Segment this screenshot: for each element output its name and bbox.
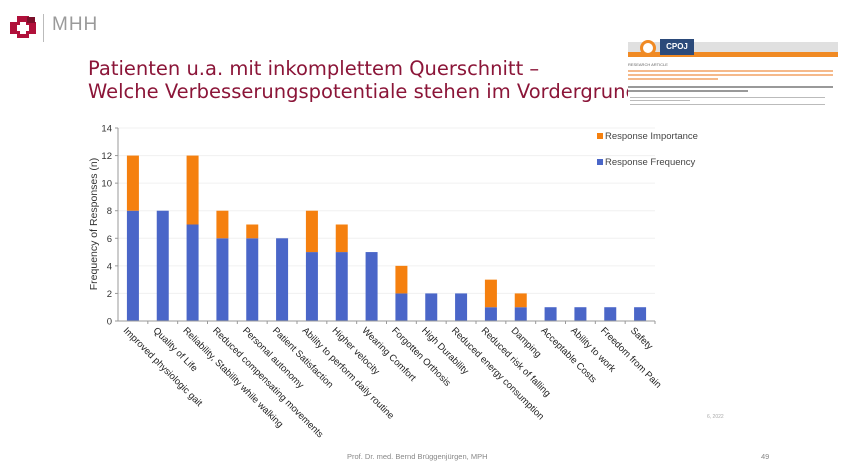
bar-response-importance bbox=[305, 210, 318, 253]
paper-authors-line bbox=[628, 86, 833, 88]
y-tick-label: 12 bbox=[101, 151, 112, 162]
y-tick-label: 2 bbox=[107, 289, 112, 300]
bar-response-importance bbox=[514, 293, 527, 308]
y-tick-label: 14 bbox=[101, 124, 112, 135]
bar-response-importance bbox=[186, 155, 199, 225]
bar-response-frequency bbox=[216, 238, 229, 321]
paper-thumbnail: CPOJ RESEARCH ARTICLE bbox=[628, 38, 838, 130]
paper-title-line bbox=[628, 70, 833, 72]
bar-response-frequency bbox=[484, 307, 497, 321]
bar-response-importance bbox=[126, 155, 139, 211]
paper-affil-line bbox=[630, 100, 690, 101]
bar-response-frequency bbox=[186, 224, 199, 321]
y-tick-label: 10 bbox=[101, 179, 112, 190]
bar-response-frequency bbox=[305, 252, 318, 321]
footer-author: Prof. Dr. med. Bernd Brüggenjürgen, MPH bbox=[347, 452, 488, 461]
x-tick-label: Wearing Comfort bbox=[359, 325, 418, 384]
bar-response-frequency bbox=[276, 238, 289, 321]
y-axis-label: Frequency of Responses (n) bbox=[88, 158, 100, 290]
title-line-1: Patienten u.a. mit inkomplettem Querschn… bbox=[88, 57, 540, 80]
bar-response-importance bbox=[335, 224, 348, 253]
x-tick-label: Acceptable Costs bbox=[538, 325, 598, 385]
y-tick-label: 8 bbox=[107, 206, 112, 217]
bar-response-importance bbox=[246, 224, 259, 239]
logo-text: MHH bbox=[52, 14, 99, 35]
bar-response-frequency bbox=[634, 307, 647, 321]
paper-title-line bbox=[628, 74, 833, 76]
bar-response-importance bbox=[484, 279, 497, 308]
bar-response-importance bbox=[216, 210, 229, 239]
bar-response-frequency bbox=[544, 307, 557, 321]
paper-affil-line bbox=[630, 104, 825, 105]
bar-response-frequency bbox=[514, 307, 527, 321]
bar-response-frequency bbox=[156, 210, 169, 321]
bar-response-frequency bbox=[246, 238, 259, 321]
journal-name: CPOJ bbox=[660, 39, 694, 55]
mhh-logo-icon bbox=[10, 16, 36, 38]
paper-affil-line bbox=[630, 97, 825, 98]
paper-authors-line bbox=[628, 90, 748, 92]
paper-section: RESEARCH ARTICLE bbox=[628, 62, 668, 67]
x-tick-label: Reduced compensating movements bbox=[210, 325, 325, 440]
legend-swatch-frequency bbox=[597, 159, 603, 166]
bar-response-frequency bbox=[574, 307, 587, 321]
bar-response-frequency bbox=[425, 293, 438, 321]
page-number: 49 bbox=[761, 452, 770, 461]
legend-label: Response Importance bbox=[605, 131, 698, 142]
slide-title: Patienten u.a. mit inkomplettem Querschn… bbox=[88, 57, 648, 103]
paper-orange-bar bbox=[628, 52, 838, 57]
bar-response-frequency bbox=[455, 293, 468, 321]
y-tick-label: 4 bbox=[107, 261, 112, 272]
legend-swatch-importance bbox=[597, 133, 603, 140]
y-tick-label: 0 bbox=[107, 317, 112, 328]
x-tick-label: Safety bbox=[628, 325, 655, 352]
logo-divider bbox=[43, 14, 44, 42]
legend-label: Response Frequency bbox=[605, 157, 696, 168]
bar-response-frequency bbox=[365, 252, 378, 321]
paper-title-line bbox=[628, 78, 718, 80]
paper-header-bar bbox=[628, 42, 838, 52]
journal-logo-icon bbox=[640, 40, 656, 56]
bar-response-frequency bbox=[395, 293, 408, 321]
bar-response-frequency bbox=[126, 210, 139, 321]
y-tick-label: 6 bbox=[107, 234, 112, 245]
title-line-2: Welche Verbesserungspotentiale stehen im… bbox=[88, 80, 649, 103]
legend-item-frequency: Response Frequency bbox=[597, 157, 695, 168]
legend-item-importance: Response Importance bbox=[597, 131, 698, 142]
bar-response-frequency bbox=[604, 307, 617, 321]
bar-response-frequency bbox=[335, 252, 348, 321]
bar-response-importance bbox=[395, 265, 408, 294]
source-note: 6, 2022 bbox=[707, 414, 724, 420]
